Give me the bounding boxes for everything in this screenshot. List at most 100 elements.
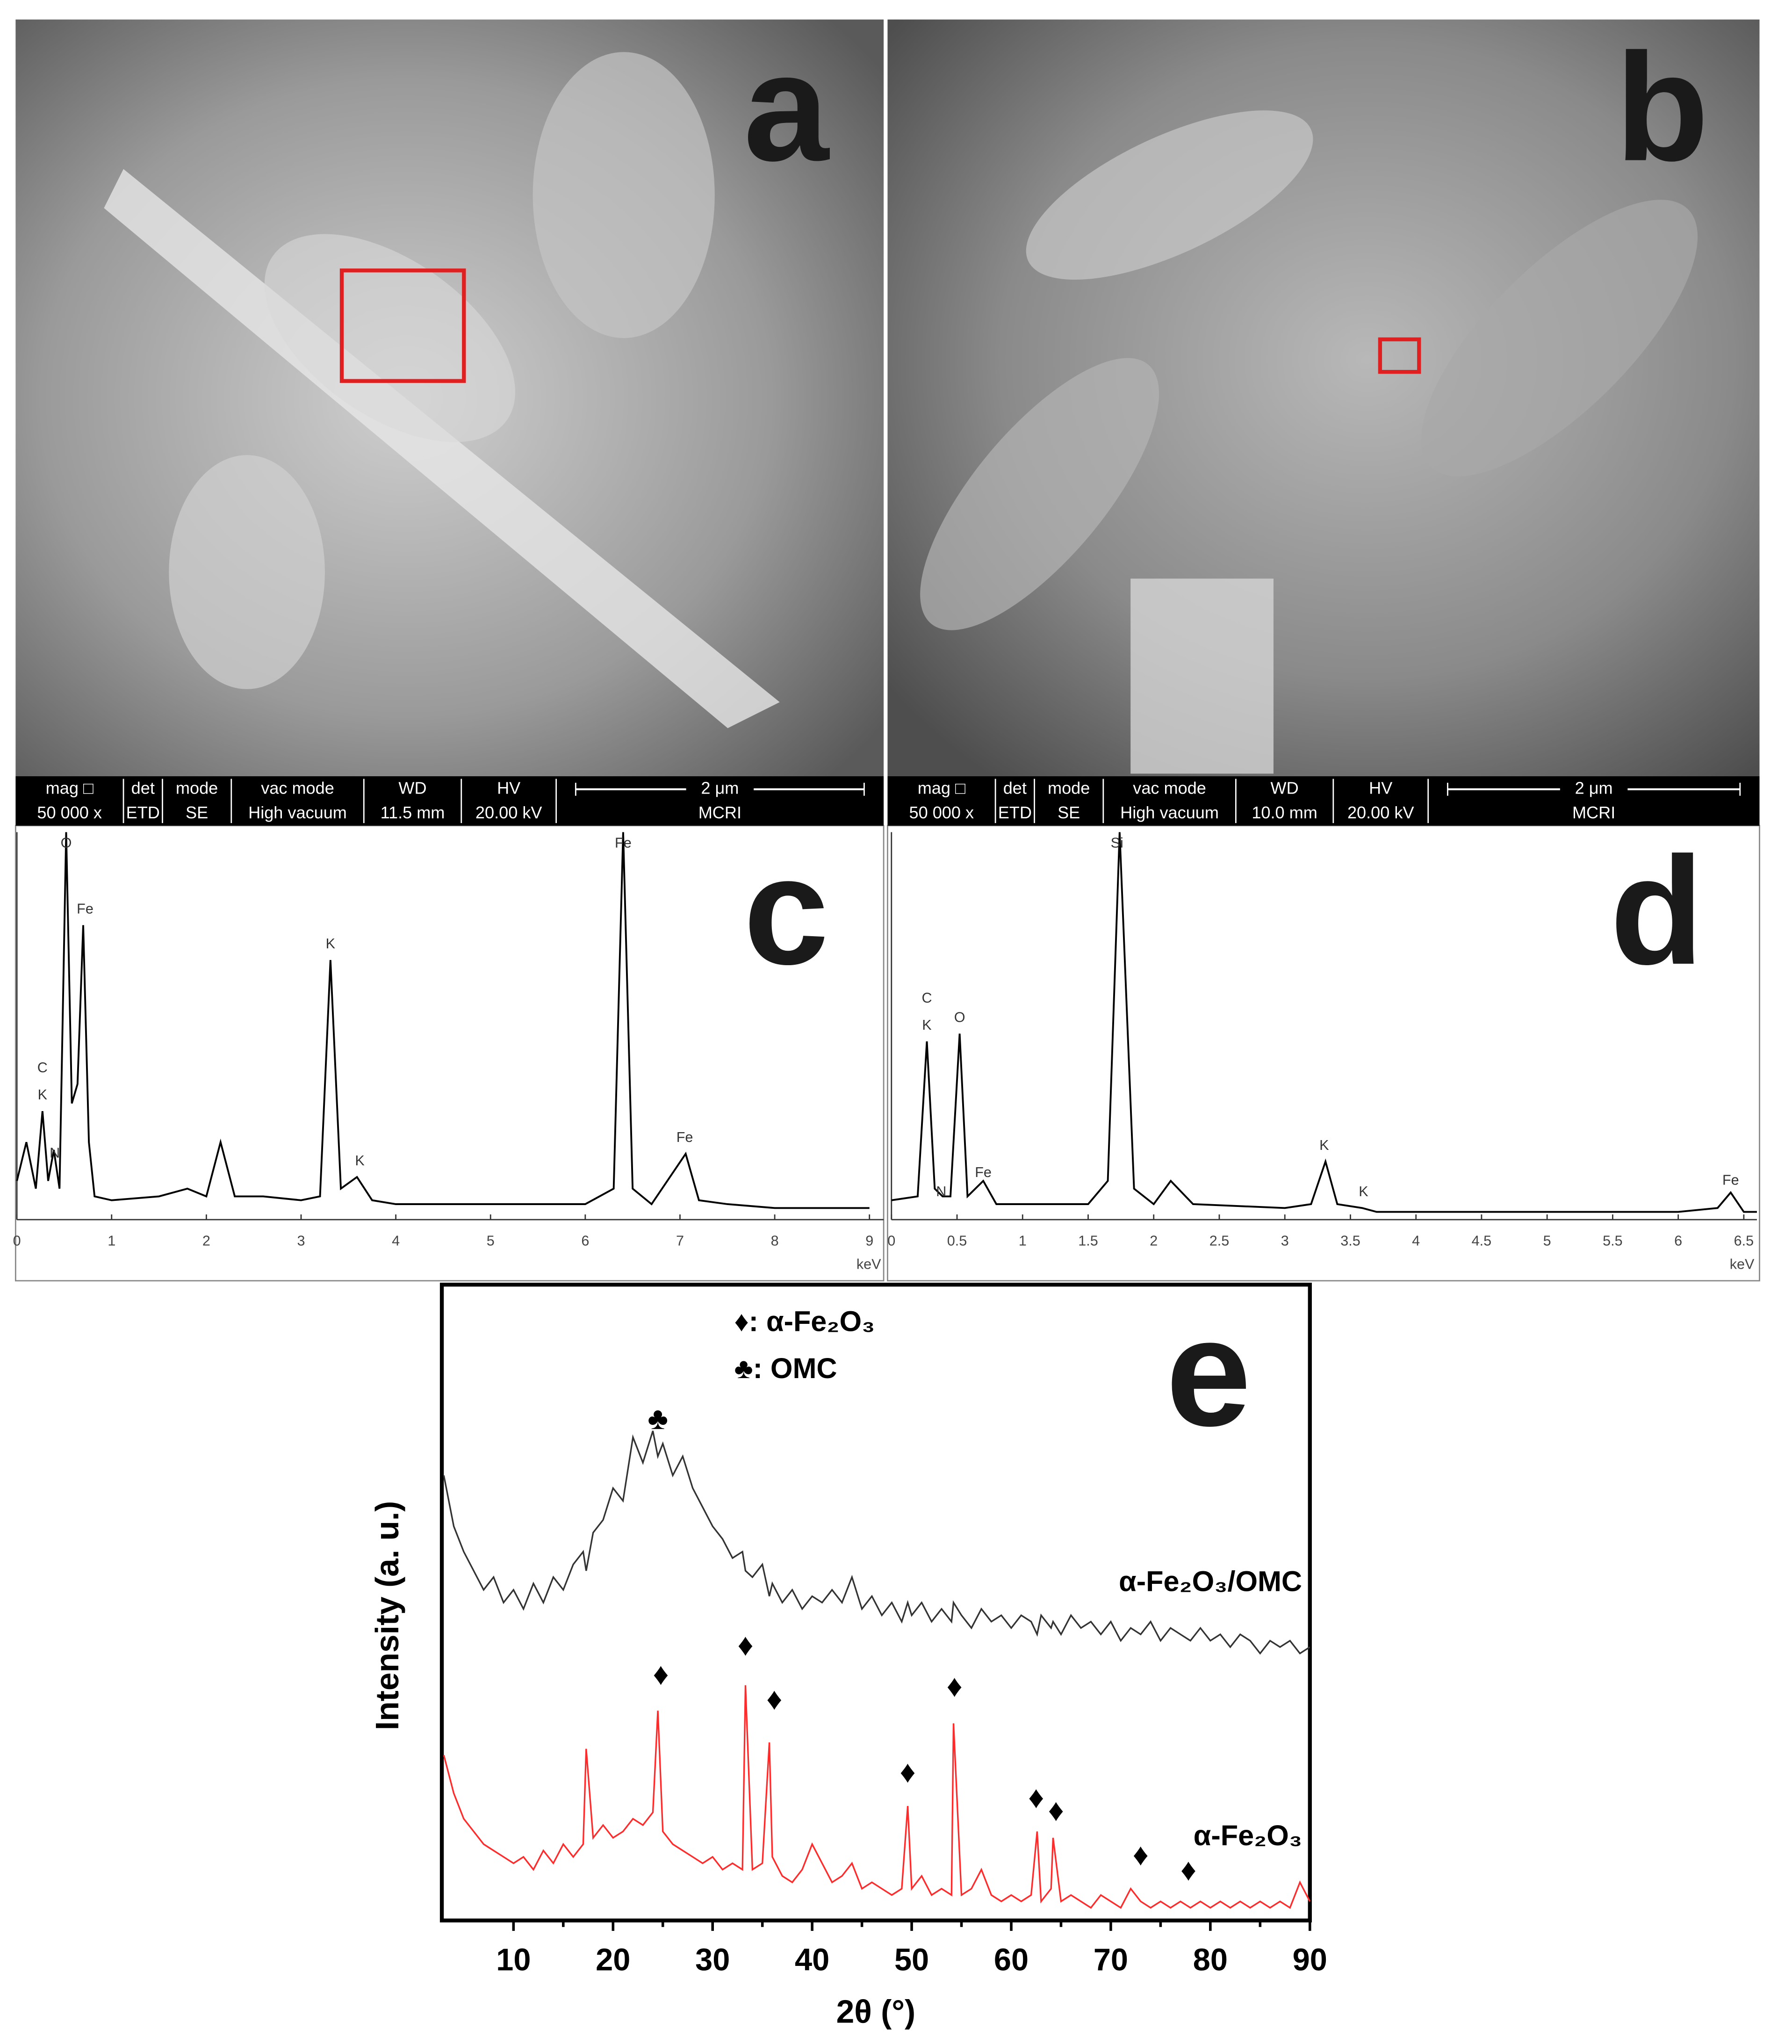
x-tick-label: 20: [596, 1943, 630, 1977]
panel-letter: c: [743, 825, 828, 997]
x-tick-label: 3.5: [1340, 1233, 1360, 1249]
peak-marker: ♦: [900, 1755, 916, 1790]
peak-marker: ♦: [766, 1682, 782, 1716]
info-header: vac mode: [1133, 778, 1206, 797]
chart: e 10 20 30 40 50 60 70 80 90 2θ (°) Intensity (a. u…: [369, 1282, 1327, 2030]
x-tick-label: 0: [13, 1233, 21, 1249]
info-header: HV: [1369, 778, 1392, 797]
x-tick-label: 4: [392, 1233, 400, 1249]
x-tick-label: 6: [581, 1233, 589, 1249]
info-value: SE: [1058, 803, 1080, 822]
x-tick-label: 90: [1293, 1943, 1327, 1977]
info-value: SE: [186, 803, 208, 822]
x-tick-label: 5: [487, 1233, 495, 1249]
info-value: 50 000 x: [909, 803, 974, 822]
peak-marker: ♦: [653, 1657, 669, 1691]
x-tick-label: 6: [1674, 1233, 1682, 1249]
x-tick-label: 30: [695, 1943, 730, 1977]
peak-label: N: [50, 1145, 60, 1161]
peak-label: K: [326, 936, 336, 952]
panel-letter: a: [743, 21, 829, 193]
peak-label: Fe: [975, 1164, 992, 1180]
info-header: HV: [497, 778, 520, 797]
series-line: [443, 1430, 1310, 1655]
x-tick-label: 7: [676, 1233, 684, 1249]
info-value: 20.00 kV: [475, 803, 542, 822]
peak-label: K: [38, 1087, 48, 1103]
series-label: α-Fe₂O₃/OMC: [1119, 1565, 1302, 1597]
peak-label: K: [1319, 1137, 1329, 1153]
info-value: High vacuum: [248, 803, 347, 822]
info-header: det: [131, 778, 155, 797]
series-line: [443, 1685, 1311, 1909]
peak-label: Fe: [676, 1129, 693, 1145]
x-axis-label: keV: [856, 1257, 881, 1272]
info-header: vac mode: [261, 778, 334, 797]
info-value: 10.0 mm: [1252, 803, 1317, 822]
x-tick-label: 4: [1412, 1233, 1420, 1249]
peak-label: N: [936, 1184, 946, 1199]
info-value: 50 000 x: [37, 803, 102, 822]
peak-marker: ♣: [648, 1401, 668, 1436]
peak-label: Fe: [77, 901, 94, 917]
peak-label: Fe: [615, 835, 632, 851]
info-header: mode: [176, 778, 218, 797]
scale-label-bg: [686, 779, 754, 800]
x-tick-label: 9: [865, 1233, 873, 1249]
scale-label-bg: [1560, 779, 1628, 800]
info-header: WD: [1270, 778, 1298, 797]
x-axis-label: 2θ (°): [836, 1993, 916, 2030]
info-header: mode: [1048, 778, 1090, 797]
peak-marker: ♦: [1048, 1793, 1064, 1827]
legend-entry: ♣: OMC: [734, 1352, 837, 1384]
peak-marker: ♦: [1180, 1853, 1196, 1887]
info-value: High vacuum: [1120, 803, 1219, 822]
x-tick-label: 2: [1150, 1233, 1158, 1249]
x-tick-label: 80: [1193, 1943, 1228, 1977]
plot-frame: [439, 1282, 1312, 1923]
peak-label: O: [954, 1009, 965, 1025]
x-tick-label: 1.5: [1078, 1233, 1098, 1249]
x-tick-label: 5.5: [1603, 1233, 1623, 1249]
x-tick-label: 0: [887, 1233, 895, 1249]
x-tick-label: 2.5: [1209, 1233, 1230, 1249]
x-tick-label: 10: [496, 1943, 531, 1977]
x-tick-label: 2: [202, 1233, 210, 1249]
info-value: 20.00 kV: [1347, 803, 1414, 822]
x-tick-label: 1: [1019, 1233, 1027, 1249]
peak-label: C: [921, 990, 932, 1006]
scale-label: 2 μm: [701, 778, 739, 797]
peak-marker: ♦: [1133, 1837, 1149, 1872]
peak-marker: ♦: [1028, 1780, 1044, 1815]
peak-label: O: [61, 835, 72, 851]
x-tick-label: 8: [771, 1233, 779, 1249]
peak-label: K: [1359, 1184, 1368, 1199]
x-tick-label: 1: [108, 1233, 115, 1249]
x-tick-label: 3: [1281, 1233, 1289, 1249]
x-tick-label: 70: [1094, 1943, 1128, 1977]
x-tick-label: 40: [795, 1943, 829, 1977]
peak-label: C: [37, 1060, 48, 1076]
sem-image-b: [887, 19, 1760, 776]
peak-label: Si: [1111, 835, 1123, 851]
x-tick-label: 6.5: [1734, 1233, 1754, 1249]
spectrum-line: [891, 832, 1757, 1213]
peak-label: Fe: [1722, 1172, 1739, 1188]
peak-marker: ♦: [737, 1628, 753, 1662]
info-header: mag □: [46, 778, 94, 797]
spectrum-line: [16, 832, 870, 1209]
x-tick-label: 5: [1543, 1233, 1551, 1249]
peak-label: K: [355, 1153, 365, 1169]
info-header: det: [1003, 778, 1027, 797]
x-tick-label: 60: [994, 1943, 1029, 1977]
x-axis-label: keV: [1730, 1257, 1755, 1272]
panel-letter: e: [1166, 1286, 1251, 1458]
panel-letter: b: [1615, 21, 1709, 193]
chart: d0 0.5 1 1.5 2 2.5 3 3.5 4 4.5 5 5.5 6 6.5keVCKNOFeSi…: [887, 825, 1757, 1272]
info-header: mag □: [918, 778, 965, 797]
info-value: 11.5 mm: [381, 803, 445, 822]
x-tick-label: 0.5: [947, 1233, 967, 1249]
